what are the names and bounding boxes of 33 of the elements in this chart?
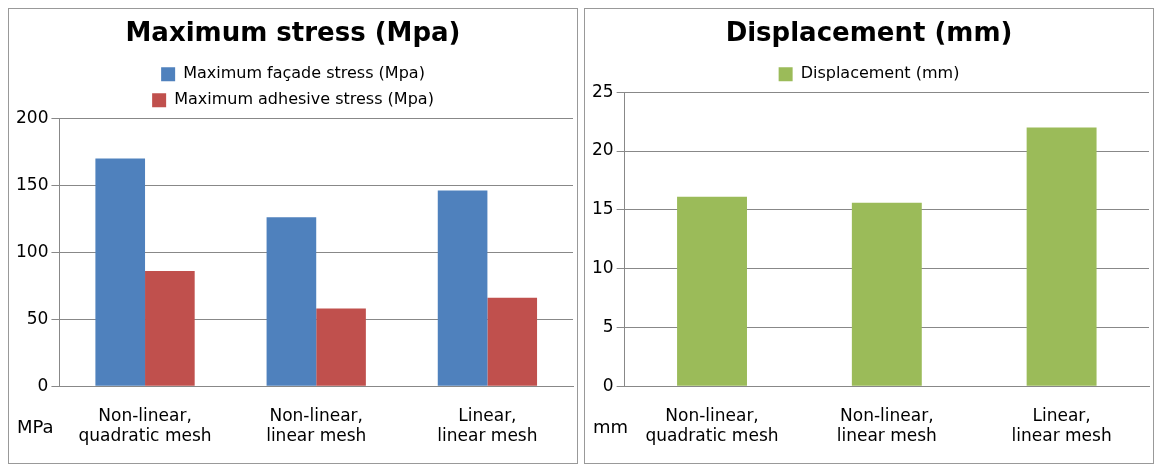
y-axis-title: mm [593, 415, 629, 437]
y-tick-label: 150 [15, 173, 49, 194]
legend-label: Maximum façade stress (Mpa) [183, 63, 425, 83]
y-tick-label: 50 [26, 307, 49, 328]
x-tick-label: Non-linear, quadratic mesh [78, 404, 212, 446]
legend-label: Maximum adhesive stress (Mpa) [174, 89, 434, 109]
bar [437, 190, 488, 386]
bar [851, 202, 922, 386]
x-tick-label: Non-linear, linear mesh [266, 404, 367, 446]
bar [95, 158, 146, 386]
y-tick-label: 200 [15, 106, 49, 127]
bar [487, 297, 538, 386]
bar [1026, 127, 1097, 386]
y-tick-label: 0 [602, 374, 614, 395]
y-tick-label: 25 [591, 80, 614, 101]
y-axis-title: MPa [17, 415, 54, 437]
x-tick-label: Non-linear, quadratic mesh [645, 404, 779, 446]
bar [145, 270, 195, 386]
x-tick-label: Linear, linear mesh [437, 404, 538, 446]
y-tick-label: 100 [15, 240, 49, 261]
bar [266, 217, 317, 386]
x-tick-label: Linear, linear mesh [1011, 404, 1112, 446]
chart-title: Displacement (mm) [725, 17, 1013, 48]
y-tick-label: 20 [591, 139, 614, 160]
y-tick-label: 0 [37, 374, 49, 395]
y-tick-label: 5 [602, 315, 614, 336]
legend-label: Displacement (mm) [800, 63, 960, 83]
bar [677, 196, 747, 386]
y-tick-label: 15 [591, 198, 614, 219]
x-tick-label: Non-linear, linear mesh [836, 404, 937, 446]
bar [316, 308, 366, 386]
y-tick-label: 10 [591, 257, 614, 278]
chart-title: Maximum stress (Mpa) [125, 17, 461, 48]
